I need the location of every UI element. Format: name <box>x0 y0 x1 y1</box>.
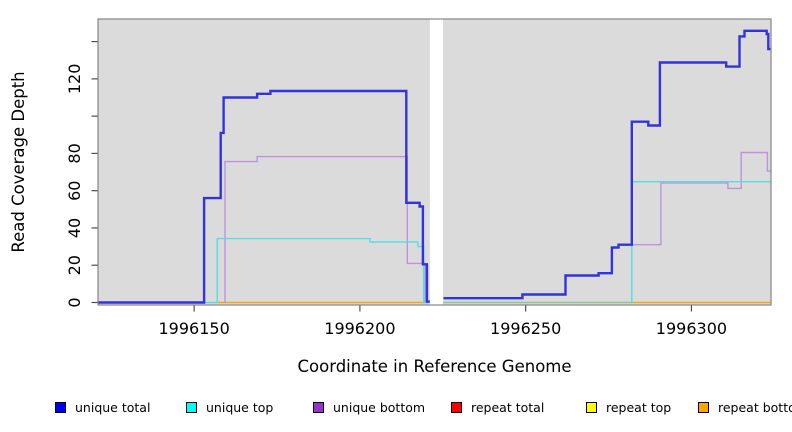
legend-label: unique total <box>75 399 151 415</box>
x-axis-title: Coordinate in Reference Genome <box>297 357 571 376</box>
x-tick-label-1996250: 1996250 <box>490 319 561 338</box>
x-tick-label-1996150: 1996150 <box>159 319 230 338</box>
legend-item-repeat-top: repeat top <box>586 399 671 415</box>
legend-item-unique-total: unique total <box>55 399 150 415</box>
y-tick-label-60: 60 <box>65 181 84 201</box>
legend-item-repeat-bottom: repeat bottom <box>698 399 792 415</box>
y-tick-label-20: 20 <box>65 255 84 275</box>
legend-item-repeat-total: repeat total <box>451 399 544 415</box>
y-tick-label-120: 120 <box>65 64 84 95</box>
legend-swatch-repeat-top <box>586 401 597 413</box>
legend-label: repeat total <box>471 399 545 415</box>
chart-legend: unique total unique top unique bottom repea… <box>0 399 792 421</box>
legend-label: repeat bottom <box>718 399 792 415</box>
y-tick-label-0: 0 <box>65 297 84 307</box>
series-unique-total-right <box>443 29 771 300</box>
chart-canvas: 1996150 1996200 1996250 1996300 0 20 40 60 80 120… <box>9 18 772 376</box>
legend-swatch-repeat-total <box>451 401 462 413</box>
legend-item-unique-top: unique top <box>186 399 273 415</box>
series-unique-top-left <box>204 237 431 304</box>
series-unique-bottom-left <box>224 155 431 304</box>
legend-item-unique-bottom: unique bottom <box>313 399 425 415</box>
legend-label: unique bottom <box>333 399 426 415</box>
legend-label: repeat top <box>606 399 672 415</box>
x-tick-label-1996300: 1996300 <box>656 319 727 338</box>
series-unique-total-left <box>98 89 431 304</box>
legend-swatch-repeat-bottom <box>698 401 709 413</box>
y-tick-label-40: 40 <box>65 218 84 238</box>
series-unique-bottom-right <box>632 151 771 246</box>
y-axis-title: Read Coverage Depth <box>9 71 28 252</box>
coverage-gap-band <box>429 18 443 306</box>
y-tick-label-80: 80 <box>65 143 84 163</box>
legend-swatch-unique-bottom <box>313 401 324 413</box>
legend-swatch-unique-total <box>55 401 66 413</box>
x-tick-label-1996200: 1996200 <box>324 319 395 338</box>
plot-border <box>97 18 772 306</box>
legend-swatch-unique-top <box>186 401 197 413</box>
legend-label: unique top <box>206 399 274 415</box>
